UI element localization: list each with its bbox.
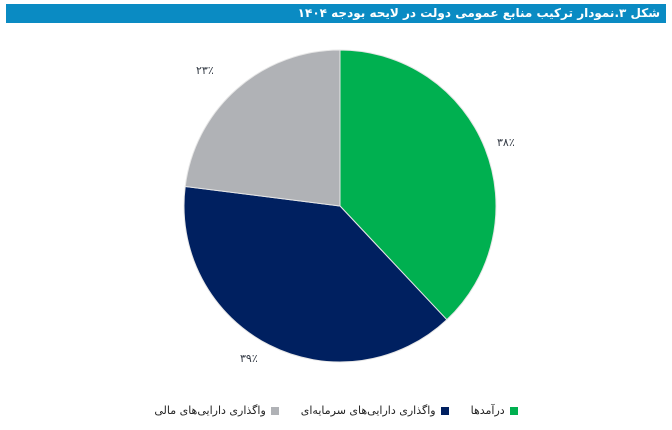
label-gray-slice: ۲۳٪ <box>196 64 214 77</box>
chart-legend: درآمدها واگذاری دارایی‌های سرمایه‌ای واگ… <box>0 404 672 417</box>
legend-swatch-green <box>509 406 518 415</box>
slice-revenue <box>339 49 497 321</box>
legend-label: واگذاری دارایی‌های سرمایه‌ای <box>300 404 436 417</box>
legend-label: واگذاری دارایی‌های مالی <box>154 404 266 417</box>
label-navy-slice: ۳۹٪ <box>240 352 258 365</box>
slice-capital-assets <box>183 185 448 363</box>
legend-item-revenue: درآمدها <box>471 404 518 417</box>
slice-financial-assets <box>184 49 341 207</box>
legend-swatch-navy <box>440 406 449 415</box>
label-green-slice: ۳۸٪ <box>497 136 515 149</box>
legend-label: درآمدها <box>470 404 505 417</box>
legend-swatch-gray <box>270 406 279 415</box>
chart-title: شکل ۳.نمودار ترکیب منابع عمومی دولت در ل… <box>6 4 666 23</box>
legend-item-capital-assets: واگذاری دارایی‌های سرمایه‌ای <box>301 404 449 417</box>
legend-item-financial-assets: واگذاری دارایی‌های مالی <box>154 404 279 417</box>
